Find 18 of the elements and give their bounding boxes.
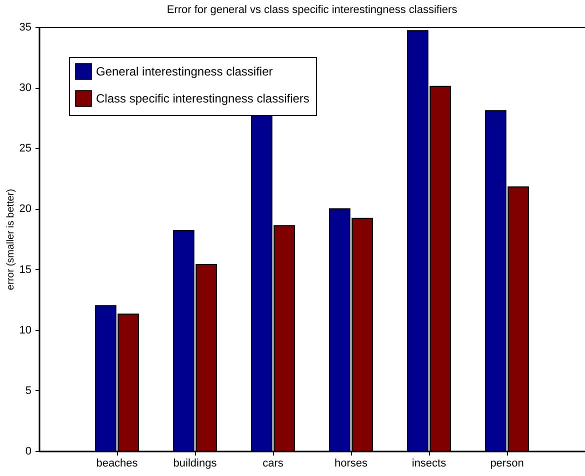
y-axis-title: error (smaller is better) bbox=[5, 188, 16, 290]
x-tick-label: cars bbox=[262, 458, 284, 470]
x-tick-label: beaches bbox=[96, 458, 138, 470]
x-tick-label: buildings bbox=[173, 458, 218, 470]
y-tick-label: 35 bbox=[19, 22, 32, 34]
y-tick-label: 30 bbox=[19, 82, 32, 94]
legend-label: Class specific interestingness classifiers bbox=[96, 92, 310, 106]
x-tick-label: person bbox=[490, 458, 524, 470]
chart-title: Error for general vs class specific interestingness classifiers bbox=[166, 4, 458, 16]
y-tick-label: 25 bbox=[19, 142, 32, 155]
y-tick-label: 10 bbox=[19, 324, 32, 336]
y-tick-label: 5 bbox=[25, 384, 32, 397]
y-tick-label: 20 bbox=[19, 203, 32, 216]
x-tick-label: horses bbox=[334, 458, 368, 470]
x-tick-label: insects bbox=[412, 458, 447, 470]
y-tick-label: 15 bbox=[19, 264, 32, 276]
y-tick-label: 0 bbox=[25, 446, 32, 458]
legend-label: General interestingness classifier bbox=[96, 64, 273, 78]
